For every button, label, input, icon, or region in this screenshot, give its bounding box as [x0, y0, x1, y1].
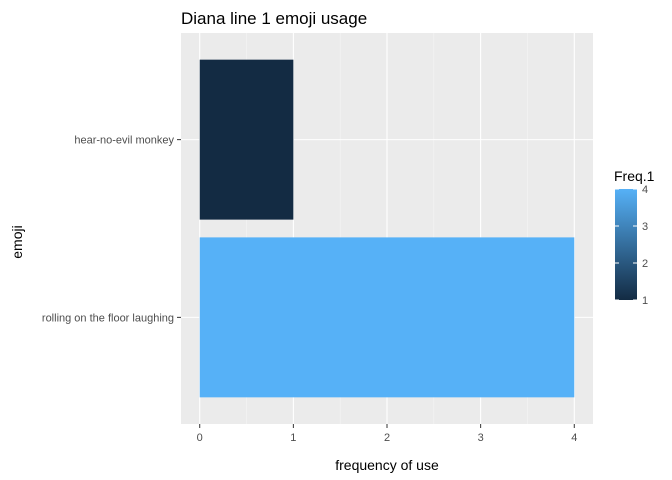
color-legend: Freq.1 1 2 3 4	[614, 168, 655, 307]
x-tick-label: 3	[478, 432, 484, 444]
legend-tick-label: 3	[642, 221, 648, 233]
legend-tick-label: 2	[642, 258, 648, 270]
bar	[199, 59, 294, 220]
y-tick-label: rolling on the floor laughing	[42, 312, 174, 324]
x-tick-label: 4	[571, 432, 577, 444]
x-tick-label: 1	[290, 432, 296, 444]
bar	[199, 237, 575, 398]
bars	[199, 59, 575, 398]
y-axis: hear-no-evil monkey rolling on the floor …	[42, 135, 181, 324]
x-tick-label: 0	[197, 432, 203, 444]
chart-title: Diana line 1 emoji usage	[181, 9, 367, 28]
legend-tick-label: 4	[642, 184, 648, 196]
x-axis: 0 1 2 3 4	[197, 424, 577, 444]
y-axis-title: emoji	[9, 225, 25, 258]
y-tick-label: hear-no-evil monkey	[74, 135, 174, 147]
x-axis-title: frequency of use	[335, 457, 439, 473]
legend-title: Freq.1	[614, 168, 655, 184]
x-tick-label: 2	[384, 432, 390, 444]
legend-tick-label: 1	[642, 295, 648, 307]
colorbar	[615, 189, 637, 300]
